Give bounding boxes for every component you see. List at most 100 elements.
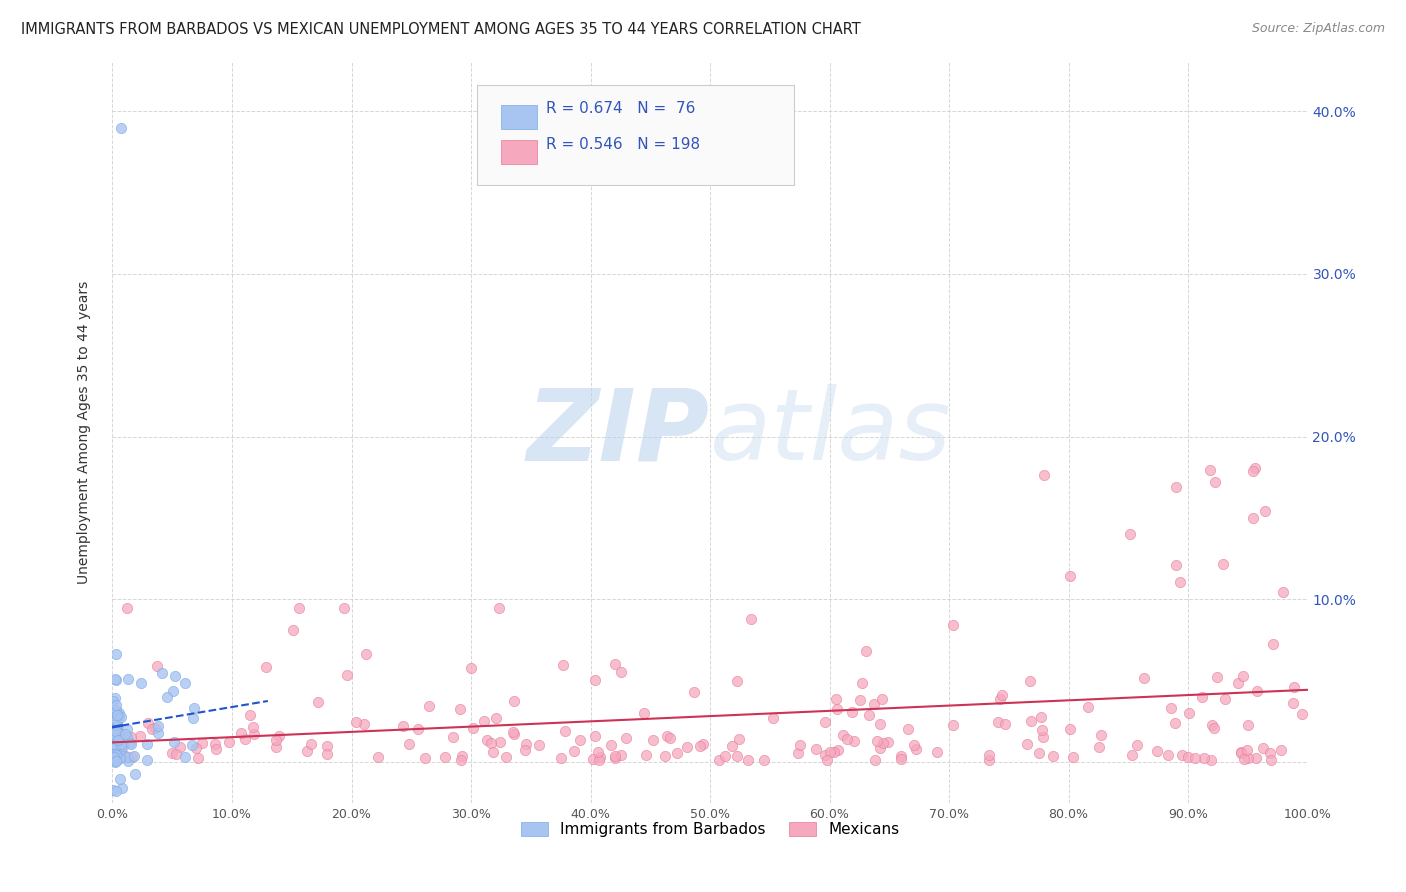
- Point: [1199, 754, 1222, 768]
- Point: [851, 676, 873, 690]
- Point: [986, 715, 1008, 730]
- Point: [603, 748, 626, 763]
- Point: [307, 696, 329, 710]
- Point: [477, 733, 499, 747]
- Point: [181, 738, 204, 752]
- Legend: Immigrants from Barbados, Mexicans: Immigrants from Barbados, Mexicans: [515, 816, 905, 843]
- Point: [1031, 723, 1053, 737]
- Point: [235, 731, 257, 746]
- Point: [173, 676, 195, 690]
- Point: [108, 751, 131, 765]
- Point: [600, 738, 623, 752]
- Point: [418, 699, 440, 714]
- Point: [103, 728, 125, 742]
- Point: [858, 708, 880, 723]
- Point: [108, 706, 131, 720]
- Point: [103, 738, 125, 752]
- Point: [1198, 462, 1220, 476]
- Point: [903, 738, 925, 752]
- Point: [110, 742, 132, 756]
- Point: [184, 740, 207, 755]
- Point: [609, 747, 631, 762]
- Point: [665, 747, 688, 761]
- Point: [725, 749, 748, 764]
- Point: [1077, 699, 1099, 714]
- Point: [315, 747, 337, 762]
- Point: [1233, 752, 1256, 766]
- Point: [804, 741, 827, 756]
- Point: [315, 739, 337, 753]
- Point: [979, 754, 1001, 768]
- Point: [762, 710, 785, 724]
- Text: R = 0.674   N =  76: R = 0.674 N = 76: [547, 101, 696, 116]
- Point: [1206, 670, 1229, 684]
- Point: [174, 750, 197, 764]
- Point: [1033, 468, 1056, 483]
- Point: [122, 749, 145, 764]
- Point: [110, 710, 132, 724]
- Point: [1171, 748, 1194, 763]
- Point: [1237, 751, 1260, 765]
- Point: [150, 666, 173, 681]
- Point: [1258, 746, 1281, 760]
- Point: [814, 748, 837, 763]
- Point: [104, 755, 127, 769]
- Point: [503, 694, 526, 708]
- Point: [108, 751, 131, 765]
- Point: [1166, 480, 1188, 494]
- Point: [124, 767, 146, 781]
- Point: [1212, 558, 1234, 572]
- Point: [104, 747, 127, 762]
- Point: [117, 673, 139, 687]
- Point: [135, 753, 157, 767]
- Point: [156, 690, 179, 704]
- Point: [1032, 730, 1054, 744]
- Point: [977, 747, 1000, 762]
- Point: [1213, 692, 1236, 706]
- Point: [1119, 527, 1142, 541]
- Point: [103, 749, 125, 764]
- Point: [1121, 747, 1143, 762]
- Point: [1230, 745, 1253, 759]
- Point: [1241, 511, 1264, 525]
- Point: [451, 748, 474, 763]
- Point: [1260, 754, 1282, 768]
- Point: [1090, 728, 1112, 742]
- Point: [105, 717, 128, 731]
- Point: [299, 737, 322, 751]
- Point: [1236, 742, 1258, 756]
- Point: [654, 749, 676, 764]
- Point: [474, 714, 496, 728]
- Point: [107, 746, 129, 760]
- Point: [105, 739, 128, 753]
- Point: [643, 733, 665, 747]
- Point: [434, 750, 457, 764]
- Text: atlas: atlas: [710, 384, 952, 481]
- Point: [942, 617, 965, 632]
- Point: [111, 733, 134, 747]
- Point: [1191, 690, 1213, 705]
- Point: [1226, 676, 1249, 690]
- Point: [527, 738, 550, 752]
- Point: [817, 754, 839, 768]
- Point: [101, 694, 124, 708]
- Point: [165, 747, 187, 761]
- Point: [392, 719, 415, 733]
- Point: [721, 739, 744, 753]
- Point: [267, 729, 290, 743]
- Point: [353, 717, 375, 731]
- Point: [990, 688, 1012, 702]
- Point: [1204, 721, 1226, 735]
- Point: [1291, 706, 1313, 721]
- Point: [107, 732, 129, 747]
- Point: [481, 745, 503, 759]
- Point: [636, 747, 658, 762]
- Point: [610, 665, 633, 679]
- Point: [863, 754, 886, 768]
- Point: [135, 737, 157, 751]
- Point: [890, 752, 912, 766]
- Point: [104, 737, 127, 751]
- Point: [117, 600, 139, 615]
- Point: [827, 743, 849, 757]
- Point: [553, 658, 575, 673]
